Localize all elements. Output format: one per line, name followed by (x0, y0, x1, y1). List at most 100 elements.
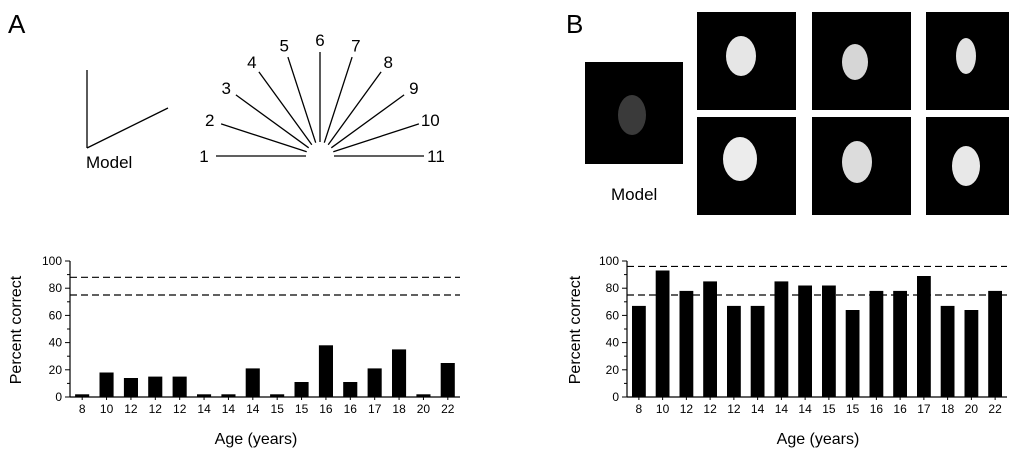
face-photo-6 (926, 117, 1009, 215)
x-tick-label: 12 (124, 402, 138, 416)
angle-line-4 (258, 71, 313, 146)
x-tick-label: 12 (727, 402, 741, 416)
angle-line-8 (327, 71, 382, 146)
angle-label-9: 9 (409, 79, 418, 98)
x-tick-label: 14 (751, 402, 765, 416)
face-photo-3 (926, 12, 1009, 110)
x-tick-label: 14 (222, 402, 236, 416)
x-tick-label: 14 (775, 402, 789, 416)
x-tick-label: 20 (417, 402, 431, 416)
y-tick-label: 0 (612, 390, 619, 404)
x-tick-label: 12 (149, 402, 163, 416)
x-tick-label: 12 (703, 402, 717, 416)
angle-line-5 (287, 56, 317, 143)
chart-b-x-axis-title: Age (years) (777, 431, 860, 448)
angle-label-6: 6 (315, 31, 324, 50)
model-angle-diagram: Model (86, 70, 169, 172)
x-tick-label: 12 (173, 402, 187, 416)
bar (245, 368, 260, 397)
bar (172, 376, 187, 397)
bar (774, 281, 789, 397)
panel-b-letter: B (566, 9, 583, 39)
bar (679, 290, 694, 397)
angle-label-4: 4 (247, 53, 256, 72)
bar (940, 305, 955, 397)
bar (798, 285, 812, 397)
angle-label-7: 7 (351, 37, 360, 56)
face-photo-4 (697, 117, 796, 215)
angle-label-11: 11 (427, 147, 445, 166)
panel-b-model-label: Model (611, 185, 657, 204)
x-tick-label: 8 (79, 402, 86, 416)
bar (988, 290, 1002, 397)
x-tick-label: 17 (368, 402, 382, 416)
bar (727, 305, 741, 397)
bar (99, 372, 114, 397)
bar (123, 378, 138, 397)
angle-label-1: 1 (199, 147, 208, 166)
bar (367, 368, 382, 397)
x-tick-label: 16 (344, 402, 358, 416)
y-tick-label: 100 (599, 254, 619, 268)
bar (294, 382, 309, 397)
panel-a-letter: A (8, 9, 26, 39)
bar (343, 382, 358, 397)
bar (75, 394, 90, 397)
x-tick-label: 18 (392, 402, 406, 416)
bar (964, 310, 979, 397)
y-tick-label: 40 (49, 336, 63, 350)
x-tick-label: 18 (941, 402, 955, 416)
bar (440, 363, 455, 397)
angle-line-3 (235, 94, 310, 149)
panel-a-model-label: Model (86, 153, 132, 172)
x-tick-label: 16 (319, 402, 333, 416)
bar (318, 345, 333, 397)
model-angled-line (86, 107, 169, 149)
x-tick-label: 10 (656, 402, 670, 416)
angle-line-7 (323, 56, 353, 143)
bar (750, 305, 765, 397)
face-photo-5 (812, 117, 911, 215)
bar (845, 310, 860, 397)
bar (632, 305, 646, 397)
y-tick-label: 40 (606, 336, 620, 350)
bar (392, 349, 407, 397)
chart-a-y-axis-title: Percent correct (8, 275, 25, 384)
angle-label-2: 2 (205, 111, 214, 130)
bar (221, 394, 236, 397)
y-tick-label: 0 (55, 390, 62, 404)
face-photo-1 (697, 12, 796, 110)
x-tick-label: 8 (636, 402, 643, 416)
y-tick-label: 80 (49, 281, 63, 295)
bar (917, 276, 931, 397)
x-tick-label: 20 (965, 402, 979, 416)
x-tick-label: 14 (246, 402, 260, 416)
y-tick-label: 20 (606, 363, 620, 377)
y-tick-label: 60 (606, 308, 620, 322)
x-tick-label: 17 (917, 402, 931, 416)
bar (148, 376, 163, 397)
bar (197, 394, 212, 397)
x-tick-label: 15 (846, 402, 860, 416)
x-tick-label: 14 (798, 402, 812, 416)
bar (703, 281, 717, 397)
chart-b: Percent correct Age (years) 0 20 40 60 80 100… (567, 254, 1007, 448)
bar (869, 290, 884, 397)
bar (822, 285, 836, 397)
x-tick-label: 16 (893, 402, 907, 416)
x-tick-label: 22 (441, 402, 455, 416)
chart-b-y-axis-title: Percent correct (567, 275, 584, 384)
angle-label-5: 5 (279, 37, 288, 56)
bar (270, 394, 285, 397)
x-tick-label: 12 (680, 402, 694, 416)
y-tick-label: 20 (49, 363, 63, 377)
face-photos: Model (585, 12, 1009, 215)
face-photo-2 (812, 12, 911, 110)
x-tick-label: 15 (822, 402, 836, 416)
angle-line-10 (333, 123, 420, 153)
x-tick-label: 15 (271, 402, 285, 416)
x-tick-label: 14 (197, 402, 211, 416)
bar (893, 290, 907, 397)
y-tick-label: 60 (49, 308, 63, 322)
